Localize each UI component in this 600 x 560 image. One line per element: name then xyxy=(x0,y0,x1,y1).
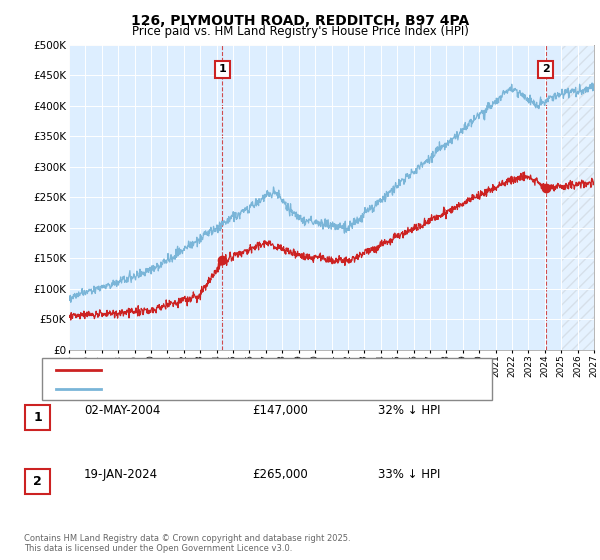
Text: 33% ↓ HPI: 33% ↓ HPI xyxy=(378,468,440,482)
Text: Price paid vs. HM Land Registry's House Price Index (HPI): Price paid vs. HM Land Registry's House … xyxy=(131,25,469,38)
Text: 32% ↓ HPI: 32% ↓ HPI xyxy=(378,404,440,417)
FancyBboxPatch shape xyxy=(25,469,50,494)
FancyBboxPatch shape xyxy=(42,358,492,400)
Text: £265,000: £265,000 xyxy=(252,468,308,482)
Text: 126, PLYMOUTH ROAD, REDDITCH, B97 4PA (detached house): 126, PLYMOUTH ROAD, REDDITCH, B97 4PA (d… xyxy=(110,365,430,375)
Text: 1: 1 xyxy=(33,410,42,424)
Text: HPI: Average price, detached house, Redditch: HPI: Average price, detached house, Redd… xyxy=(110,384,348,394)
FancyBboxPatch shape xyxy=(25,404,50,430)
Text: Contains HM Land Registry data © Crown copyright and database right 2025.
This d: Contains HM Land Registry data © Crown c… xyxy=(24,534,350,553)
Text: £147,000: £147,000 xyxy=(252,404,308,417)
Text: 2: 2 xyxy=(33,475,42,488)
Text: 02-MAY-2004: 02-MAY-2004 xyxy=(84,404,160,417)
Text: 1: 1 xyxy=(218,64,226,74)
Text: 126, PLYMOUTH ROAD, REDDITCH, B97 4PA: 126, PLYMOUTH ROAD, REDDITCH, B97 4PA xyxy=(131,14,469,28)
Text: 19-JAN-2024: 19-JAN-2024 xyxy=(84,468,158,482)
Text: 2: 2 xyxy=(542,64,550,74)
